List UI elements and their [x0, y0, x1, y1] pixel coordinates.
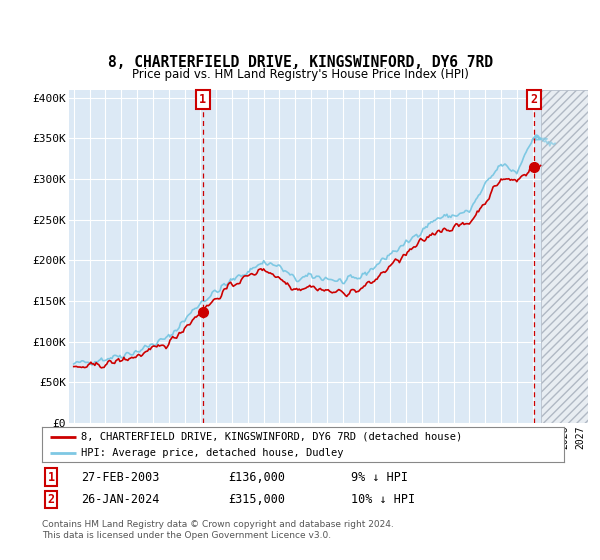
Text: 8, CHARTERFIELD DRIVE, KINGSWINFORD, DY6 7RD (detached house): 8, CHARTERFIELD DRIVE, KINGSWINFORD, DY6… [81, 432, 463, 442]
Text: 2: 2 [47, 493, 55, 506]
Text: 26-JAN-2024: 26-JAN-2024 [81, 493, 160, 506]
Text: This data is licensed under the Open Government Licence v3.0.: This data is licensed under the Open Gov… [42, 531, 331, 540]
Text: £315,000: £315,000 [228, 493, 285, 506]
Text: 1: 1 [47, 470, 55, 484]
Text: 8, CHARTERFIELD DRIVE, KINGSWINFORD, DY6 7RD: 8, CHARTERFIELD DRIVE, KINGSWINFORD, DY6… [107, 55, 493, 70]
Text: £136,000: £136,000 [228, 470, 285, 484]
Text: HPI: Average price, detached house, Dudley: HPI: Average price, detached house, Dudl… [81, 447, 344, 458]
Text: 1: 1 [199, 93, 206, 106]
Text: Contains HM Land Registry data © Crown copyright and database right 2024.: Contains HM Land Registry data © Crown c… [42, 520, 394, 529]
Text: 10% ↓ HPI: 10% ↓ HPI [351, 493, 415, 506]
Bar [541, 90, 588, 423]
Text: 2: 2 [530, 93, 537, 106]
Text: 27-FEB-2003: 27-FEB-2003 [81, 470, 160, 484]
Text: Price paid vs. HM Land Registry's House Price Index (HPI): Price paid vs. HM Land Registry's House … [131, 68, 469, 81]
Text: 9% ↓ HPI: 9% ↓ HPI [351, 470, 408, 484]
